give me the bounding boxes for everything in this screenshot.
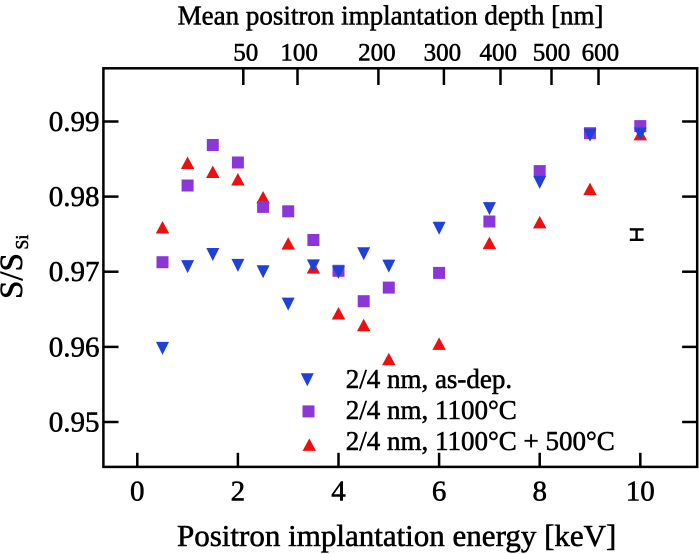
svg-text:300: 300 — [424, 39, 462, 66]
svg-text:4: 4 — [331, 476, 346, 508]
svg-text:100: 100 — [280, 39, 318, 66]
svg-text:0.95: 0.95 — [49, 407, 100, 439]
svg-text:2/4 nm, 1100°C + 500°C: 2/4 nm, 1100°C + 500°C — [346, 426, 615, 456]
svg-text:0.98: 0.98 — [49, 181, 100, 213]
svg-text:2/4 nm, 1100°C: 2/4 nm, 1100°C — [346, 395, 517, 425]
svg-text:500: 500 — [533, 39, 571, 66]
svg-text:0.97: 0.97 — [49, 256, 100, 288]
svg-text:600: 600 — [582, 39, 620, 66]
svg-text:50: 50 — [233, 39, 258, 66]
svg-text:8: 8 — [532, 476, 547, 508]
svg-text:2/4 nm, as-dep.: 2/4 nm, as-dep. — [346, 364, 512, 394]
svg-text:10: 10 — [626, 476, 655, 508]
svg-text:400: 400 — [480, 39, 518, 66]
svg-text:0.96: 0.96 — [49, 331, 100, 363]
svg-text:Positron implantation energy [: Positron implantation energy [keV] — [177, 518, 616, 553]
svg-text:6: 6 — [432, 476, 447, 508]
svg-text:200: 200 — [358, 39, 396, 66]
svg-text:2: 2 — [231, 476, 246, 508]
svg-text:Mean positron implantation dep: Mean positron implantation depth [nm] — [178, 0, 604, 30]
svg-text:0: 0 — [130, 476, 145, 508]
svg-text:S/SSi: S/SSi — [0, 235, 32, 299]
svg-text:0.99: 0.99 — [49, 106, 100, 138]
